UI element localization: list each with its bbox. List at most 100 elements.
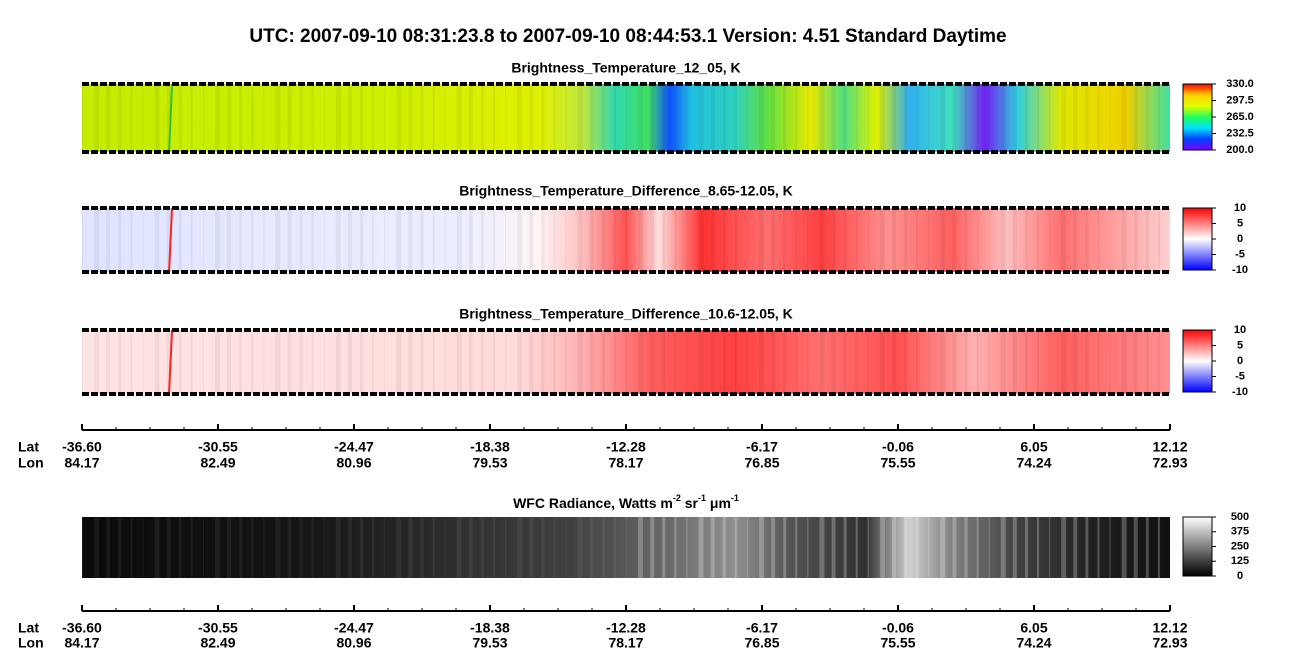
image-streak: [311, 208, 314, 272]
image-streak: [505, 84, 507, 152]
image-streak: [263, 517, 265, 578]
image-streak: [372, 84, 375, 152]
image-streak: [771, 208, 776, 272]
image-streak: [263, 208, 265, 272]
image-streak: [251, 208, 254, 272]
image-streak: [263, 84, 265, 152]
image-streak: [130, 330, 133, 394]
image-streak: [480, 330, 484, 394]
colorbar-tick-label: 297.5: [1226, 94, 1254, 106]
image-streak: [142, 517, 144, 578]
image-streak: [904, 208, 908, 272]
image-streak: [1157, 208, 1160, 272]
title-part: -2: [673, 493, 681, 503]
image-streak: [662, 330, 666, 394]
image-streak: [118, 208, 122, 272]
image-streak: [565, 330, 567, 394]
image-streak: [1121, 208, 1127, 272]
image-streak: [82, 330, 83, 394]
image-streak: [1049, 330, 1051, 394]
row-label: Lon: [18, 635, 44, 651]
image-streak: [891, 517, 896, 578]
image-streak: [335, 330, 341, 394]
image-streak: [867, 84, 869, 152]
image-streak: [529, 84, 534, 152]
image-streak: [988, 330, 990, 394]
image-streak: [190, 84, 193, 152]
image-streak: [1133, 330, 1138, 394]
colorbar: [1182, 329, 1213, 393]
colorbar-tick-label: 375: [1231, 526, 1249, 538]
image-streak: [432, 84, 435, 152]
image-streak: [408, 517, 413, 578]
image-streak: [408, 330, 413, 394]
image-streak: [323, 330, 325, 394]
image-streak: [456, 208, 462, 272]
image-streak: [988, 517, 990, 578]
image-streak: [214, 330, 220, 394]
image-streak: [771, 517, 776, 578]
image-streak: [517, 330, 523, 394]
image-streak: [1145, 330, 1149, 394]
image-streak: [891, 208, 896, 272]
image-streak: [952, 84, 957, 152]
image-streak: [698, 84, 704, 152]
image-streak: [1073, 208, 1078, 272]
image-streak: [384, 517, 386, 578]
colorbar-tick-label: 125: [1231, 555, 1249, 567]
image-streak: [843, 208, 847, 272]
image-streak: [1073, 517, 1078, 578]
lon-label: 74.24: [1016, 635, 1051, 651]
image-streak: [1097, 517, 1100, 578]
image-streak: [432, 330, 435, 394]
image-streak: [299, 517, 303, 578]
image-streak: [347, 208, 352, 272]
image-streak: [130, 84, 133, 152]
image-streak: [1024, 330, 1028, 394]
image-streak: [1145, 84, 1149, 152]
image-streak: [202, 208, 204, 272]
image-streak: [601, 517, 605, 578]
image-streak: [662, 208, 666, 272]
panel-title: Brightness_Temperature_Difference_8.65-1…: [459, 183, 793, 199]
image-streak: [807, 330, 809, 394]
image-streak: [94, 84, 100, 152]
image-streak: [650, 208, 655, 272]
image-streak: [1145, 208, 1149, 272]
image-streak: [130, 208, 133, 272]
image-streak: [1085, 330, 1089, 394]
lat-label: -36.60: [62, 620, 102, 636]
image-streak: [879, 330, 885, 394]
image-streak: [553, 84, 556, 152]
image-streak: [674, 517, 677, 578]
image-streak: [347, 330, 352, 394]
image-streak: [795, 208, 798, 272]
image-streak: [311, 84, 314, 152]
image-streak: [771, 84, 776, 152]
image-streak: [758, 517, 764, 578]
image-streak: [275, 208, 281, 272]
image-streak: [758, 208, 764, 272]
image-streak: [662, 517, 666, 578]
image-streak: [976, 330, 979, 394]
image-streak: [710, 84, 715, 152]
title-part: WFC Radiance, Watts m: [513, 495, 673, 511]
image-streak: [819, 208, 825, 272]
image-streak: [444, 84, 446, 152]
image-streak: [783, 84, 787, 152]
image-streak: [1073, 84, 1078, 152]
image-streak: [178, 84, 182, 152]
image-streak: [299, 84, 303, 152]
image-streak: [360, 517, 364, 578]
image-streak: [468, 84, 473, 152]
image-streak: [722, 517, 726, 578]
image-streak: [674, 330, 677, 394]
image-streak: [831, 208, 836, 272]
image-streak: [505, 517, 507, 578]
lat-label: -18.38: [470, 439, 510, 455]
image-streak: [601, 330, 605, 394]
lat-label: -0.06: [882, 620, 914, 636]
lat-label: 6.05: [1020, 439, 1047, 455]
image-streak: [408, 208, 413, 272]
image-streak: [94, 330, 100, 394]
